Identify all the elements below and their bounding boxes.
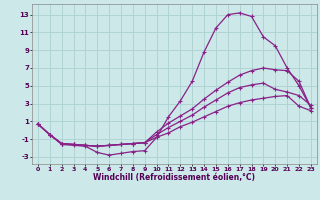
X-axis label: Windchill (Refroidissement éolien,°C): Windchill (Refroidissement éolien,°C)	[93, 173, 255, 182]
